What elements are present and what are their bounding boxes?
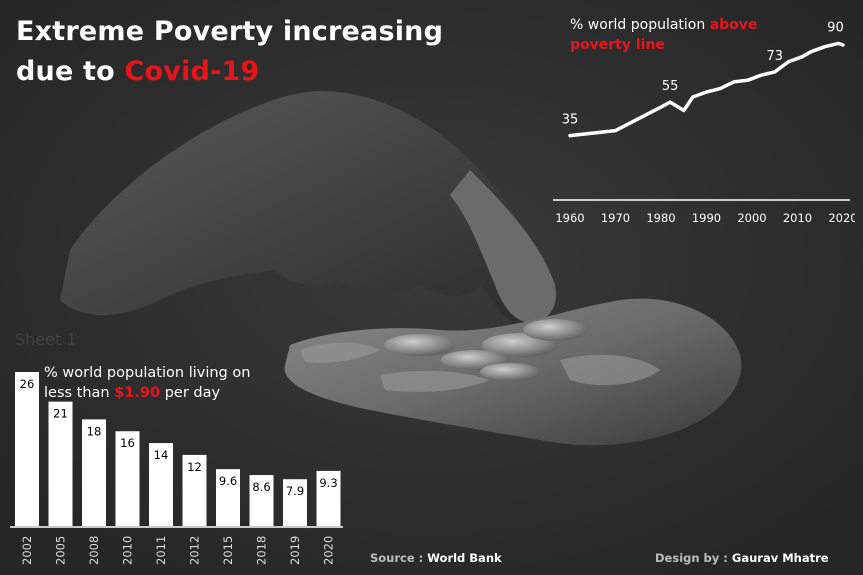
coins xyxy=(384,319,587,381)
bar xyxy=(182,454,207,526)
line-x-tick-label: 2000 xyxy=(737,211,766,225)
upper-hand-shape xyxy=(60,91,550,326)
line-x-tick-label: 1990 xyxy=(692,211,721,225)
line-chart: 1960 1970 1980 1990 2000 2010 2020 35 55 73 90 xyxy=(553,20,855,225)
bar-category-label: 2005 xyxy=(54,536,68,565)
bar-value-label: 9.3 xyxy=(319,476,337,490)
line-point-label: 35 xyxy=(562,113,579,128)
line-x-tick-label: 2010 xyxy=(783,211,812,225)
bar-category-label: 2008 xyxy=(87,536,101,565)
bar xyxy=(82,419,106,526)
bar-category-label: 2010 xyxy=(121,536,135,565)
bar-value-label: 8.6 xyxy=(252,480,270,494)
bar-category-label: 2020 xyxy=(322,536,336,565)
bar-category-label: 2002 xyxy=(20,536,34,565)
design-credit: Design by : Gaurav Mhatre xyxy=(655,551,829,565)
bar-chart-title: % world population living on less than $… xyxy=(44,363,274,403)
design-value: Gaurav Mhatre xyxy=(731,551,829,565)
bar-value-label: 7.9 xyxy=(286,484,304,498)
line-point-label: 55 xyxy=(662,79,679,94)
bar-value-label: 26 xyxy=(20,377,35,391)
line-point-label: 90 xyxy=(827,20,844,35)
bar-category-label: 2015 xyxy=(221,536,235,565)
bar-value-label: 18 xyxy=(87,424,102,438)
bar-chart-title-suffix: per day xyxy=(160,385,221,401)
bar xyxy=(15,372,39,526)
bar xyxy=(216,469,240,526)
bar xyxy=(283,479,307,526)
line-x-tick-label: 2020 xyxy=(828,211,855,225)
bar-chart-title-line-1: % world population living on xyxy=(44,365,251,381)
bar-value-label: 16 xyxy=(120,436,135,450)
bar-category-label: 2011 xyxy=(154,536,168,565)
line-chart-title: % world population above poverty line xyxy=(570,15,800,55)
line-x-tick-label: 1960 xyxy=(555,211,584,225)
bar-category-label: 2019 xyxy=(288,536,302,565)
bar xyxy=(249,475,274,526)
line-x-tick-label: 1980 xyxy=(646,211,675,225)
bar-chart-title-prefix: less than xyxy=(44,385,115,401)
bar-value-label: 9.6 xyxy=(219,474,237,488)
lower-hand-fingers xyxy=(300,342,660,392)
bar xyxy=(48,401,73,526)
bar-category-label: 2012 xyxy=(188,536,202,565)
title-line-2-highlight: Covid-19 xyxy=(124,56,260,87)
bar-chart-title-highlight: $1.90 xyxy=(114,385,161,401)
source-value: World Bank xyxy=(427,551,502,565)
line-series xyxy=(568,41,845,138)
bar-value-label: 14 xyxy=(154,448,169,462)
main-title: Extreme Poverty increasing due to Covid-… xyxy=(16,12,443,92)
sheet-watermark: Sheet 1 xyxy=(15,330,77,349)
line-chart-title-highlight: above poverty line xyxy=(570,17,758,53)
bar xyxy=(149,443,173,526)
line-point-label: 73 xyxy=(766,49,783,64)
bar-chart: 26 2002 21 2005 18 2008 16 2010 14 2011 12 2012 9.6 2… xyxy=(10,372,343,565)
title-line-1: Extreme Poverty increasing xyxy=(16,16,444,47)
bar-category-label: 2018 xyxy=(255,536,269,565)
source-label: Source : xyxy=(370,551,428,565)
design-label: Design by : xyxy=(655,551,732,565)
upper-hand-thumb xyxy=(450,170,556,323)
bar xyxy=(115,431,140,526)
line-chart-title-prefix: % world population xyxy=(570,17,710,33)
bar xyxy=(316,470,341,526)
line-x-tick-label: 1970 xyxy=(601,211,630,225)
bar-value-label: 21 xyxy=(53,407,68,421)
bar-value-label: 12 xyxy=(187,460,202,474)
source-credit: Source : World Bank xyxy=(370,551,502,565)
title-line-2-prefix: due to xyxy=(16,56,125,87)
